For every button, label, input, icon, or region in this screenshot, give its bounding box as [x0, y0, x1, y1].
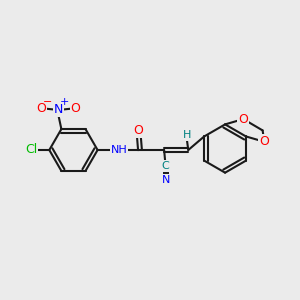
Text: O: O: [36, 102, 46, 115]
Text: +: +: [60, 97, 70, 107]
Text: NH: NH: [110, 145, 127, 155]
Text: O: O: [238, 112, 248, 126]
Text: O: O: [70, 102, 80, 115]
Text: O: O: [134, 124, 143, 137]
Text: Cl: Cl: [25, 143, 37, 157]
Text: H: H: [183, 130, 191, 140]
Text: N: N: [54, 103, 63, 116]
Text: N: N: [161, 175, 170, 185]
Text: O: O: [259, 135, 269, 148]
Text: −: −: [43, 97, 52, 107]
Text: C: C: [162, 161, 170, 171]
